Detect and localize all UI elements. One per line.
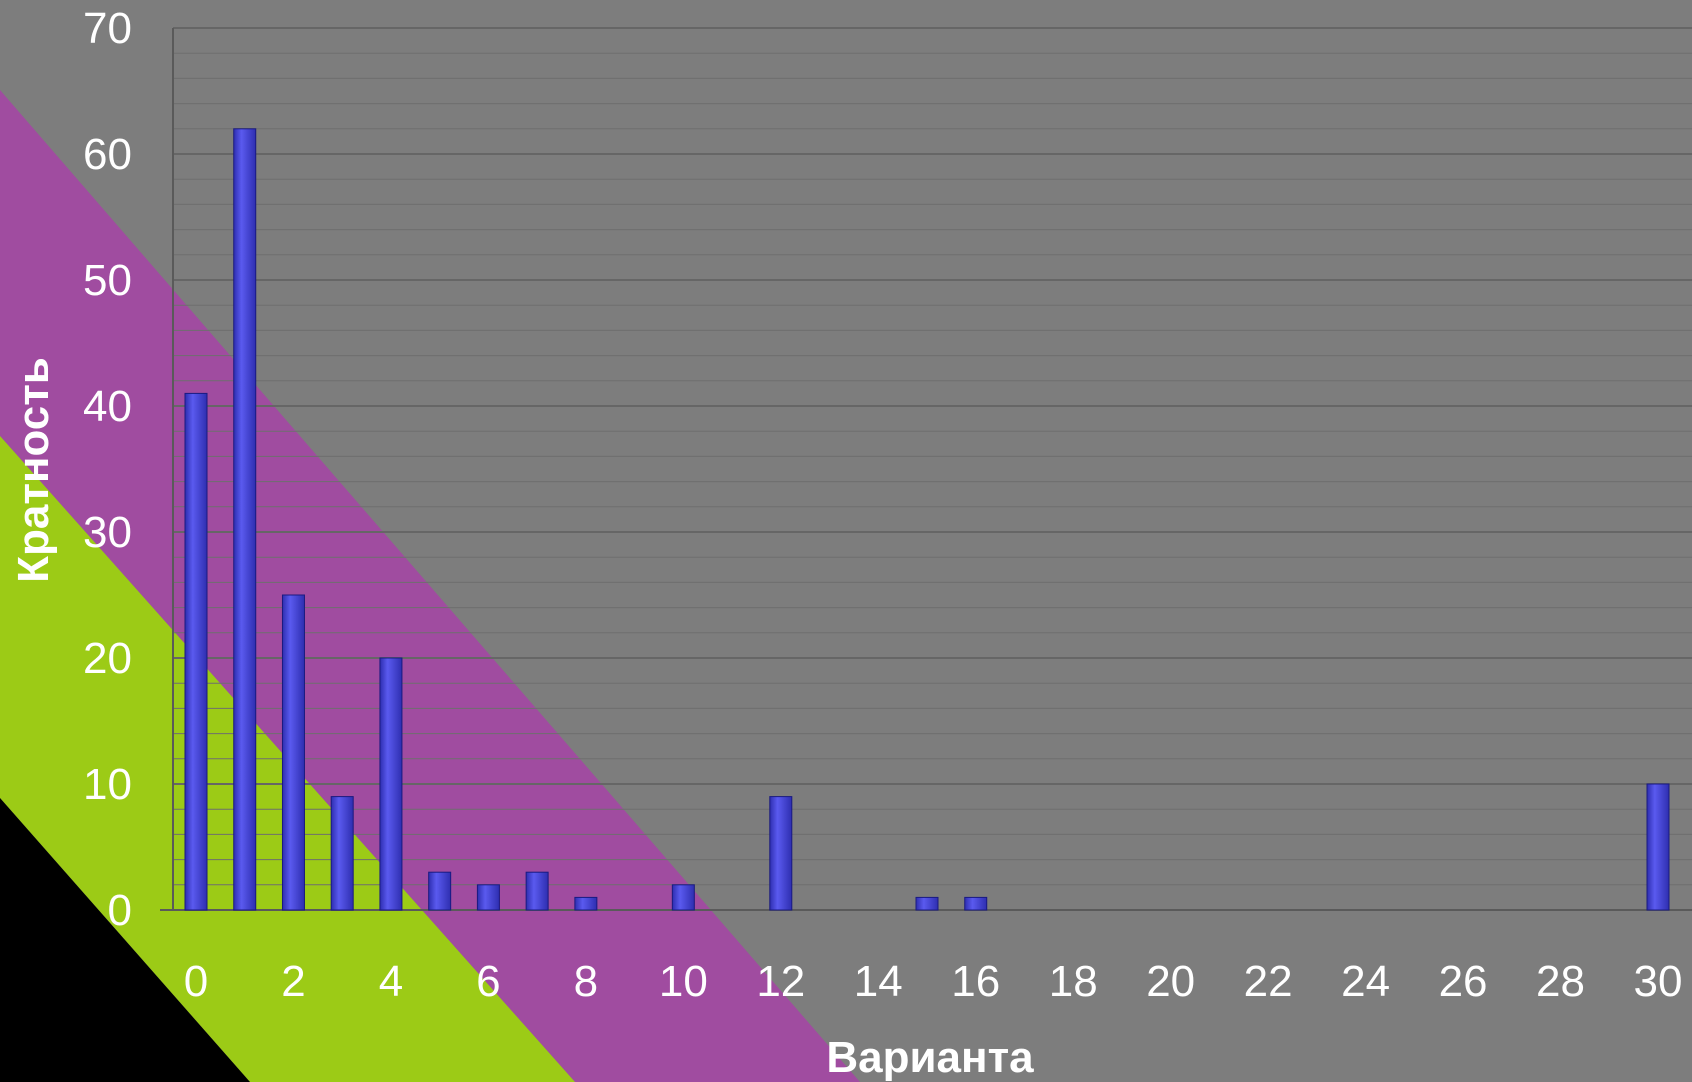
- bar-x-30: [1646, 783, 1670, 911]
- black-band: [0, 798, 250, 1082]
- bar-x-4: [379, 657, 403, 911]
- x-tick-label: 28: [1536, 957, 1585, 1006]
- x-tick-label: 24: [1341, 957, 1390, 1006]
- x-tick-label: 26: [1439, 957, 1488, 1006]
- x-tick-label: 0: [184, 957, 208, 1006]
- bar-x-0: [184, 392, 208, 911]
- gridlines: [173, 27, 1692, 911]
- y-tick-labels: 0 10 20 30 40 50 60 70: [83, 4, 132, 935]
- y-axis-title: Кратность: [9, 357, 58, 583]
- y-tick-label: 40: [83, 382, 132, 431]
- bar-x-16: [964, 896, 988, 911]
- bar-x-8: [574, 896, 598, 911]
- y-tick-label: 10: [83, 760, 132, 809]
- bar-x-12: [769, 796, 793, 911]
- x-tick-label: 22: [1244, 957, 1293, 1006]
- y-tick-label: 70: [83, 4, 132, 53]
- y-tick-label: 20: [83, 634, 132, 683]
- y-tick-label: 60: [83, 130, 132, 179]
- x-tick-label: 30: [1634, 957, 1683, 1006]
- x-axis-title: Варианта: [826, 1033, 1034, 1082]
- y-tick-label: 50: [83, 256, 132, 305]
- bar-x-15: [915, 896, 939, 911]
- x-tick-labels: 0 2 4 6 8 10 12 14 16 18 20 22 24 26 28 30: [184, 957, 1683, 1006]
- y-tick-label: 30: [83, 508, 132, 557]
- x-tick-label: 12: [756, 957, 805, 1006]
- bar-x-2: [281, 594, 305, 911]
- x-tick-label: 8: [574, 957, 598, 1006]
- x-tick-label: 4: [379, 957, 403, 1006]
- bar-x-5: [428, 871, 452, 911]
- bar-x-1: [233, 128, 257, 911]
- x-tick-label: 6: [476, 957, 500, 1006]
- x-tick-label: 16: [951, 957, 1000, 1006]
- x-tick-label: 20: [1146, 957, 1195, 1006]
- bar-x-7: [525, 871, 549, 911]
- x-tick-label: 10: [659, 957, 708, 1006]
- x-tick-label: 18: [1049, 957, 1098, 1006]
- bar-x-3: [330, 796, 354, 911]
- bar-x-10: [671, 884, 695, 911]
- bars: [184, 128, 1670, 911]
- x-tick-label: 2: [281, 957, 305, 1006]
- bar-x-6: [476, 884, 500, 911]
- x-tick-label: 14: [854, 957, 903, 1006]
- y-tick-label: 0: [108, 886, 132, 935]
